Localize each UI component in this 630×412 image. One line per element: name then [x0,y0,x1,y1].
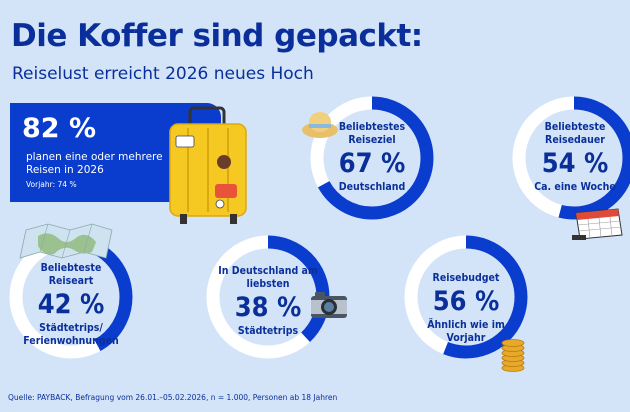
stat-sub: Städtetrips [237,325,299,337]
source-note: Quelle: PAYBACK, Befragung vom 26.01.–05… [8,393,338,402]
sun-hat-icon [302,112,338,138]
stat-label: Beliebteste Reisedauer [544,121,606,146]
donut-value-arc [512,96,630,220]
stat-reisedauer: Beliebteste Reisedauer 54 % Ca. eine Woc… [530,121,620,194]
stat-sub: Ähnlich wie im Vorjahr [427,319,505,344]
page-title: Die Koffer sind gepackt: [11,18,423,54]
camera-icon [311,292,347,318]
stat-value: 54 % [541,148,609,179]
stat-value: 56 % [432,286,500,317]
stat-sub: Ca. eine Woche [534,181,616,193]
stat-value: 67 % [338,148,406,179]
stat-label: Reisebudget [432,272,500,284]
stat-label: In Deutschland am liebsten [218,265,318,290]
stat-reisebudget: Reisebudget 56 % Ähnlich wie im Vorjahr [416,272,516,345]
stat-value: 42 % [37,289,105,320]
suitcase-icon [169,106,247,224]
donut-reisedauer [512,96,630,220]
stat-label: Beliebteste Reiseart [40,262,102,287]
page-subtitle: Reiselust erreicht 2026 neues Hoch [12,64,314,84]
donut-value-arc [310,96,434,220]
hero-value: 82 % [22,113,97,144]
stat-sub: Städtetrips/ Ferienwohnungen [23,322,119,347]
map-icon [19,223,113,259]
stat-deutschland: In Deutschland am liebsten 38 % Städtetr… [218,265,318,338]
stat-reiseziel: Beliebtestes Reiseziel 67 % Deutschland [322,121,422,194]
donut-value-arc [404,235,528,359]
stat-sub: Deutschland [338,181,406,193]
hero-note: Vorjahr: 74 % [26,180,77,189]
hero-text: planen eine oder mehrere Reisen in 2026 [26,151,163,176]
stat-reiseart: Beliebteste Reiseart 42 % Städtetrips/ F… [21,262,121,348]
donut-reisebudget [404,235,528,359]
donut-reiseziel [310,96,434,220]
coins-icon [501,339,525,372]
stat-value: 38 % [234,292,302,323]
stat-label: Beliebtestes Reiseziel [338,121,406,146]
calendar-icon [572,208,623,240]
